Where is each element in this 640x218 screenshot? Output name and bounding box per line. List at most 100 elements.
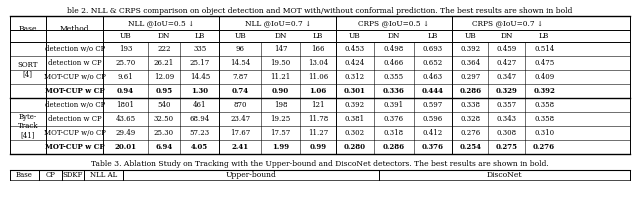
Text: 17.67: 17.67: [230, 129, 250, 137]
Text: 0.444: 0.444: [422, 87, 444, 95]
Text: 0.94: 0.94: [117, 87, 134, 95]
Text: 0.596: 0.596: [422, 115, 443, 123]
Text: 0.99: 0.99: [310, 143, 326, 151]
Text: 25.30: 25.30: [154, 129, 174, 137]
Text: 0.381: 0.381: [345, 115, 365, 123]
Text: 0.376: 0.376: [422, 143, 444, 151]
Text: UB: UB: [120, 32, 131, 40]
Text: 0.276: 0.276: [533, 143, 556, 151]
Text: NLL @IoU=0.5 ↓: NLL @IoU=0.5 ↓: [128, 19, 195, 27]
Text: 222: 222: [157, 45, 171, 53]
Text: detection w/o CP: detection w/o CP: [45, 45, 105, 53]
Text: DN: DN: [388, 32, 400, 40]
Text: 0.498: 0.498: [384, 45, 404, 53]
Text: NLL @IoU=0.7 ↓: NLL @IoU=0.7 ↓: [244, 19, 311, 27]
Text: 0.409: 0.409: [534, 73, 554, 81]
Text: MOT-CUP w CP: MOT-CUP w CP: [45, 143, 104, 151]
Text: 0.424: 0.424: [345, 59, 365, 67]
Text: DN: DN: [157, 32, 170, 40]
Text: LB: LB: [539, 32, 549, 40]
Text: 32.50: 32.50: [154, 115, 174, 123]
Text: 0.459: 0.459: [497, 45, 517, 53]
Text: 1.99: 1.99: [272, 143, 289, 151]
Text: CP: CP: [45, 171, 56, 179]
Text: 0.463: 0.463: [423, 73, 443, 81]
Text: 20.01: 20.01: [115, 143, 136, 151]
Text: 0.347: 0.347: [497, 73, 516, 81]
Text: 0.475: 0.475: [534, 59, 554, 67]
Text: 147: 147: [274, 45, 287, 53]
Text: 0.427: 0.427: [497, 59, 517, 67]
Text: Upper-bound: Upper-bound: [225, 171, 276, 179]
Text: 0.514: 0.514: [534, 45, 554, 53]
Text: 0.301: 0.301: [344, 87, 366, 95]
Text: 29.49: 29.49: [115, 129, 136, 137]
Text: 7.87: 7.87: [232, 73, 248, 81]
Text: 6.94: 6.94: [155, 143, 172, 151]
Text: 0.280: 0.280: [344, 143, 366, 151]
Text: 4.05: 4.05: [191, 143, 209, 151]
Text: 13.04: 13.04: [308, 59, 328, 67]
Text: 461: 461: [193, 101, 207, 109]
Text: 0.318: 0.318: [384, 129, 404, 137]
Text: 1.06: 1.06: [309, 87, 326, 95]
Text: 25.70: 25.70: [115, 59, 136, 67]
Text: 0.357: 0.357: [497, 101, 516, 109]
Text: 0.286: 0.286: [383, 143, 405, 151]
Text: ble 2. NLL & CRPS comparison on object detection and MOT with/without conformal : ble 2. NLL & CRPS comparison on object d…: [67, 7, 573, 15]
Text: 0.392: 0.392: [345, 101, 365, 109]
Text: 0.355: 0.355: [384, 73, 404, 81]
Text: 43.65: 43.65: [115, 115, 136, 123]
Text: 0.652: 0.652: [422, 59, 443, 67]
Text: 0.312: 0.312: [345, 73, 365, 81]
Text: 68.94: 68.94: [189, 115, 210, 123]
Text: 11.78: 11.78: [308, 115, 328, 123]
Text: UB: UB: [349, 32, 361, 40]
Text: 9.61: 9.61: [118, 73, 133, 81]
Text: MOT-CUP w/o CP: MOT-CUP w/o CP: [44, 129, 106, 137]
Text: 0.466: 0.466: [384, 59, 404, 67]
Text: 1.30: 1.30: [191, 87, 208, 95]
Text: 11.06: 11.06: [308, 73, 328, 81]
Text: Base: Base: [19, 25, 37, 33]
Text: 14.54: 14.54: [230, 59, 250, 67]
Text: detection w/o CP: detection w/o CP: [45, 101, 105, 109]
Text: 1801: 1801: [116, 101, 134, 109]
Text: 0.392: 0.392: [533, 87, 555, 95]
Text: UB: UB: [465, 32, 476, 40]
Text: 26.21: 26.21: [154, 59, 174, 67]
Text: 25.17: 25.17: [189, 59, 210, 67]
Text: 540: 540: [157, 101, 171, 109]
Text: LB: LB: [428, 32, 438, 40]
Text: 0.329: 0.329: [496, 87, 518, 95]
Text: SDKF: SDKF: [63, 171, 83, 179]
Text: 0.328: 0.328: [460, 115, 481, 123]
Text: NLL AL: NLL AL: [90, 171, 117, 179]
Text: 0.308: 0.308: [497, 129, 516, 137]
Text: 17.57: 17.57: [271, 129, 291, 137]
Text: 166: 166: [311, 45, 324, 53]
Text: 0.74: 0.74: [232, 87, 249, 95]
Text: 0.336: 0.336: [383, 87, 405, 95]
Text: 198: 198: [274, 101, 287, 109]
Text: 0.310: 0.310: [534, 129, 554, 137]
Text: 0.693: 0.693: [423, 45, 443, 53]
Text: 96: 96: [236, 45, 244, 53]
Text: 0.376: 0.376: [384, 115, 404, 123]
Text: 0.90: 0.90: [272, 87, 289, 95]
Text: 121: 121: [311, 101, 324, 109]
Text: detection w CP: detection w CP: [48, 59, 102, 67]
Text: 0.276: 0.276: [460, 129, 481, 137]
Text: LB: LB: [195, 32, 205, 40]
Text: MOT-CUP w CP: MOT-CUP w CP: [45, 87, 104, 95]
Text: Method: Method: [60, 25, 90, 33]
Text: MOT-CUP w/o CP: MOT-CUP w/o CP: [44, 73, 106, 81]
Text: 0.286: 0.286: [460, 87, 481, 95]
Text: 0.412: 0.412: [422, 129, 443, 137]
Text: 0.392: 0.392: [460, 45, 481, 53]
Text: 335: 335: [193, 45, 207, 53]
Text: 0.391: 0.391: [384, 101, 404, 109]
Text: CRPS @IoU=0.7 ↓: CRPS @IoU=0.7 ↓: [472, 19, 543, 27]
Text: 0.364: 0.364: [460, 59, 481, 67]
Text: 0.597: 0.597: [422, 101, 443, 109]
